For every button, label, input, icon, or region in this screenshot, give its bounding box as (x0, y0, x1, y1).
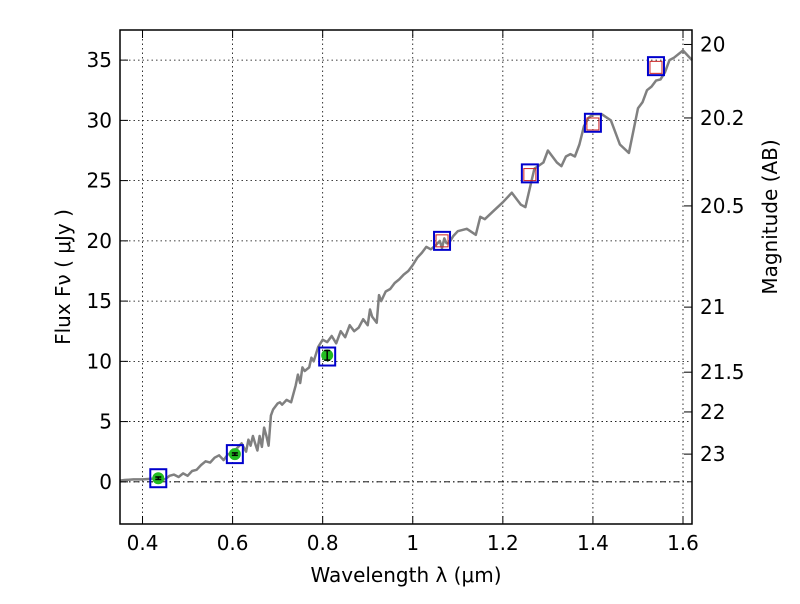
upper-limit-point (435, 234, 449, 248)
y-tick-label: 5 (99, 410, 112, 434)
upper-limit-point (523, 168, 537, 182)
x-tick-label: 0.8 (307, 531, 339, 555)
x-axis-label: Wavelength λ (μm) (310, 563, 501, 587)
model-photometry-point (149, 468, 168, 489)
y-tick-label: 0 (99, 470, 112, 494)
model-photometry-point (318, 346, 337, 367)
tick-layer: 0.4 0.6 0.8 1 1.2 1.4 1.6 0 5 10 15 20 25 30 35 20 20.2 2… (87, 30, 745, 555)
y-tick-label: 20 (87, 229, 112, 253)
y-tick-label: 35 (87, 48, 112, 72)
model-photometry-point (433, 230, 452, 251)
x-tick-label: 0.4 (127, 531, 159, 555)
model-photometry-point (646, 56, 665, 77)
x-tick-label: 0.6 (217, 531, 249, 555)
y-tick-label: 25 (87, 169, 112, 193)
magnitude-tick-label: 23 (700, 442, 725, 466)
model-photometry-point (225, 444, 244, 465)
model-photometry-point (520, 163, 539, 184)
x-tick-label: 1.4 (577, 531, 609, 555)
y-axis-label: Flux Fν ( μJy ) (51, 209, 75, 345)
magnitude-tick-label: 21 (700, 295, 725, 319)
upper-limit-point (586, 117, 600, 131)
x-tick-label: 1.2 (487, 531, 519, 555)
model-photometry-point (583, 112, 602, 133)
y-tick-label: 10 (87, 349, 112, 373)
magnitude-tick-label: 20.2 (700, 106, 745, 130)
y-axis-right-label: Magnitude (AB) (758, 139, 782, 294)
magnitude-tick-label: 20 (700, 32, 725, 56)
magnitude-tick-label: 20.5 (700, 194, 745, 218)
plot-frame (119, 29, 693, 525)
upper-limit-point (649, 60, 663, 74)
x-tick-label: 1 (406, 531, 419, 555)
magnitude-tick-label: 21.5 (700, 360, 745, 384)
magnitude-tick-label: 22 (700, 400, 725, 424)
y-tick-label: 15 (87, 289, 112, 313)
data-layer (119, 49, 693, 489)
x-tick-label: 1.6 (667, 531, 699, 555)
y-tick-label: 30 (87, 108, 112, 132)
